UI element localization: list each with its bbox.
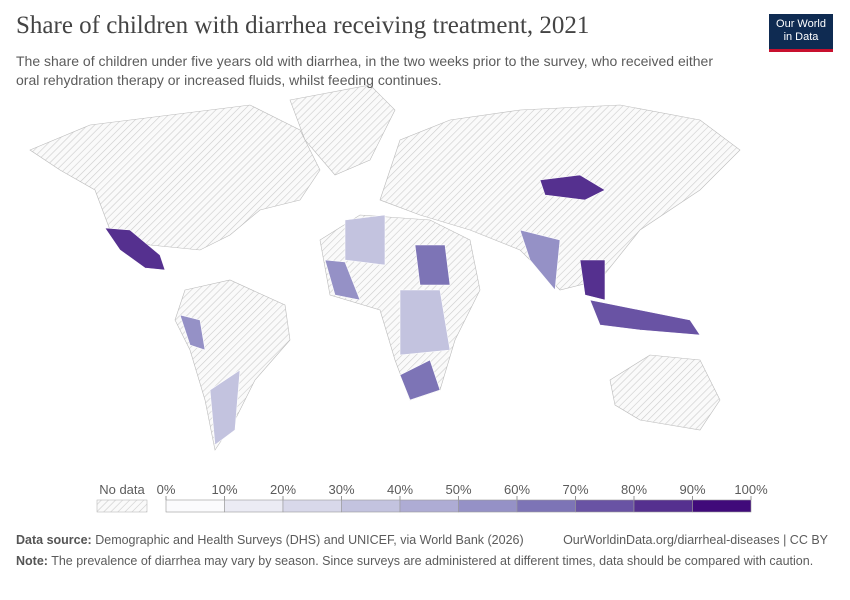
no-data-label: No data xyxy=(99,482,145,497)
source-label: Data source: xyxy=(16,533,92,547)
note-label: Note: xyxy=(16,554,48,568)
source: Data source: Demographic and Health Surv… xyxy=(16,532,524,548)
logo[interactable]: Our World in Data xyxy=(769,14,833,52)
legend-bin xyxy=(282,499,342,513)
legend-tick-label: 40% xyxy=(387,482,413,497)
note-text: The prevalence of diarrhea may vary by s… xyxy=(51,554,814,568)
logo-line: Our World xyxy=(776,18,826,30)
no-data-swatch xyxy=(96,499,148,513)
legend-tick-label: 20% xyxy=(270,482,296,497)
land xyxy=(29,84,741,451)
legend-bin xyxy=(692,499,752,513)
legend-tick-label: 80% xyxy=(621,482,647,497)
logo-line: in Data xyxy=(783,31,819,43)
legend-bin xyxy=(165,499,225,513)
legend-tick-label: 30% xyxy=(328,482,354,497)
legend-tick-label: 60% xyxy=(504,482,530,497)
subtitle: The share of children under five years o… xyxy=(16,53,713,88)
legend-tick-label: 0% xyxy=(157,482,176,497)
legend-bin xyxy=(399,499,459,513)
countries xyxy=(104,174,701,446)
legend-tick-label: 100% xyxy=(734,482,768,497)
title: Share of children with diarrhea receivin… xyxy=(16,12,590,39)
legend-bin xyxy=(575,499,635,513)
legend-bin xyxy=(458,499,518,513)
legend-bin xyxy=(633,499,693,513)
legend-bin xyxy=(516,499,576,513)
legend-tick-label: 70% xyxy=(562,482,588,497)
note: Note: The prevalence of diarrhea may var… xyxy=(16,553,816,569)
source-text: Demographic and Health Surveys (DHS) and… xyxy=(95,533,524,547)
legend-bin xyxy=(341,499,401,513)
url[interactable]: OurWorldinData.org/diarrheal-diseases | … xyxy=(563,533,828,547)
legend-tick-label: 90% xyxy=(679,482,705,497)
legend-tick-label: 50% xyxy=(445,482,471,497)
legend-bin xyxy=(224,499,284,513)
legend-tick-label: 10% xyxy=(211,482,237,497)
